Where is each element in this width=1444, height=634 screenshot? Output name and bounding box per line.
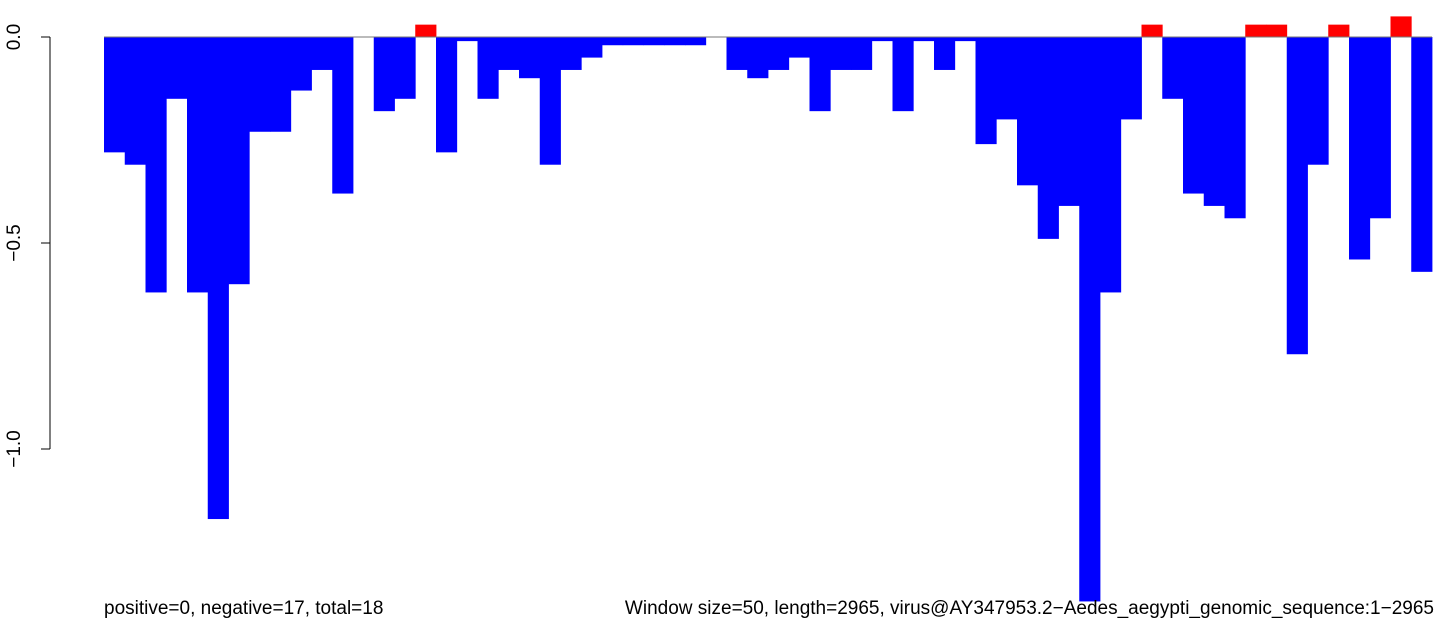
negative-bar-43	[996, 37, 1018, 120]
negative-bar-23	[581, 37, 603, 58]
positive-bar-56	[1266, 24, 1288, 37]
negative-bar-11	[332, 37, 354, 194]
y-tick-label-1: −0.5	[4, 224, 25, 262]
negative-bar-46	[1058, 37, 1080, 206]
negative-bar-31	[747, 37, 769, 79]
negative-bar-1	[124, 37, 146, 165]
negative-bar-57	[1286, 37, 1308, 355]
negative-bar-26	[643, 37, 665, 46]
negative-bar-52	[1183, 37, 1205, 194]
negative-bar-28	[685, 37, 707, 46]
negative-bar-5	[207, 37, 229, 520]
negative-bar-14	[394, 37, 416, 99]
negative-bar-27	[664, 37, 686, 46]
negative-bar-0	[104, 37, 126, 153]
negative-bar-32	[768, 37, 790, 70]
negative-bar-63	[1411, 37, 1433, 272]
positive-bar-62	[1390, 16, 1412, 37]
negative-bar-44	[1017, 37, 1039, 186]
negative-bar-39	[913, 37, 935, 42]
negative-bar-2	[145, 37, 167, 293]
positive-bar-59	[1328, 24, 1350, 37]
negative-bar-45	[1037, 37, 1059, 239]
positive-bar-55	[1245, 24, 1267, 37]
y-tick-label-2: −1.0	[4, 430, 25, 468]
negative-bar-20	[519, 37, 541, 79]
negative-bar-60	[1349, 37, 1371, 260]
negative-bar-36	[851, 37, 873, 70]
negative-bar-24	[602, 37, 624, 46]
positive-bar-15	[415, 24, 437, 37]
negative-bar-48	[1100, 37, 1122, 293]
positive-bar-50	[1141, 24, 1163, 37]
negative-bar-49	[1120, 37, 1142, 120]
negative-bar-30	[726, 37, 748, 70]
negative-bar-3	[166, 37, 188, 99]
negative-bar-22	[560, 37, 582, 70]
negative-bar-25	[622, 37, 644, 46]
negative-bar-54	[1224, 37, 1246, 219]
negative-bar-6	[228, 37, 250, 285]
negative-bar-61	[1369, 37, 1391, 219]
negative-bar-7	[249, 37, 271, 132]
negative-bar-38	[892, 37, 914, 112]
negative-bar-19	[498, 37, 520, 70]
y-axis: 0.0 −0.5 −1.0	[4, 24, 51, 468]
negative-bar-21	[539, 37, 561, 165]
negative-bar-17	[456, 37, 478, 42]
negative-bar-51	[1162, 37, 1184, 99]
footer-window-info: Window size=50, length=2965, virus@AY347…	[624, 598, 1434, 619]
footer-summary: positive=0, negative=17, total=18	[104, 598, 384, 619]
bars-group	[104, 16, 1433, 602]
negative-bar-8	[270, 37, 292, 132]
negative-bar-34	[809, 37, 831, 112]
negative-bar-41	[954, 37, 976, 42]
negative-bar-10	[311, 37, 333, 70]
negative-bar-9	[290, 37, 312, 91]
negative-bar-40	[934, 37, 956, 70]
negative-bar-33	[788, 37, 810, 58]
y-tick-label-0: 0.0	[4, 24, 25, 50]
negative-bar-18	[477, 37, 499, 99]
negative-bar-53	[1203, 37, 1225, 206]
negative-bar-16	[436, 37, 458, 153]
negative-bar-42	[975, 37, 997, 145]
negative-bar-47	[1079, 37, 1101, 602]
negative-bar-35	[830, 37, 852, 70]
negative-bar-13	[373, 37, 395, 112]
negative-bar-4	[187, 37, 209, 293]
negative-bar-37	[871, 37, 893, 42]
negative-bar-58	[1307, 37, 1329, 165]
